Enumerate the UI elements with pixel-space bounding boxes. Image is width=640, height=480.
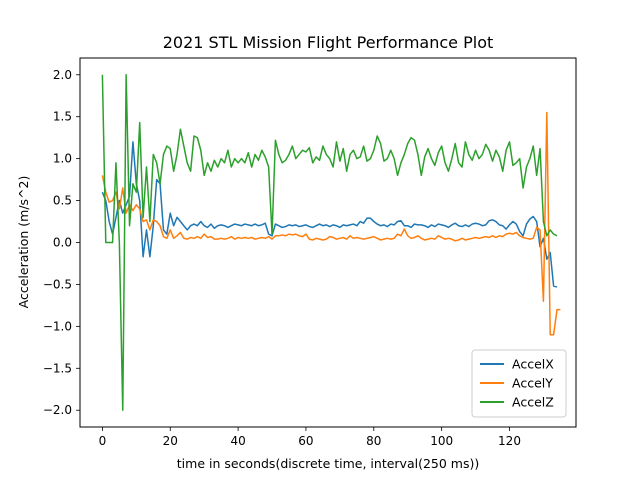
y-axis-label: Acceleration (m/s^2) [16,176,31,309]
legend-label-accelx: AccelX [512,357,554,372]
y-tick-label: 2.0 [53,68,72,82]
x-tick-label: 20 [163,434,178,448]
legend-label-accely: AccelY [512,376,553,391]
y-tick-label: 1.0 [53,152,72,166]
y-tick-label: 1.5 [53,110,72,124]
x-tick-label: 60 [298,434,313,448]
series-layer [101,74,561,411]
x-tick-label: 40 [230,434,245,448]
y-tick-label: −1.5 [43,361,72,375]
legend-box [471,349,567,418]
x-axis-label: time in seconds(discrete time, interval(… [177,456,479,471]
x-tick-label: 80 [366,434,381,448]
series-line-accelx [101,141,558,288]
y-tick-label: −1.0 [43,319,72,333]
y-tick-label: 0.5 [53,194,72,208]
x-tick-label: 120 [498,434,521,448]
series-line-accely [101,111,561,336]
y-tick-label: −2.0 [43,403,72,417]
chart-title: 2021 STL Mission Flight Performance Plot [163,33,494,52]
x-axis: 0 20 40 60 80 100 120 [99,427,521,448]
x-tick-label: 100 [430,434,453,448]
y-tick-label: 0.0 [53,236,72,250]
series-line-accelz [101,74,558,411]
legend-label-accelz: AccelZ [512,395,554,410]
y-tick-label: −0.5 [43,277,72,291]
legend: AccelX AccelY AccelZ [471,349,567,418]
x-tick-label: 0 [99,434,107,448]
y-axis: −2.0 −1.5 −1.0 −0.5 0.0 0.5 1.0 1.5 2.0 [43,68,80,417]
